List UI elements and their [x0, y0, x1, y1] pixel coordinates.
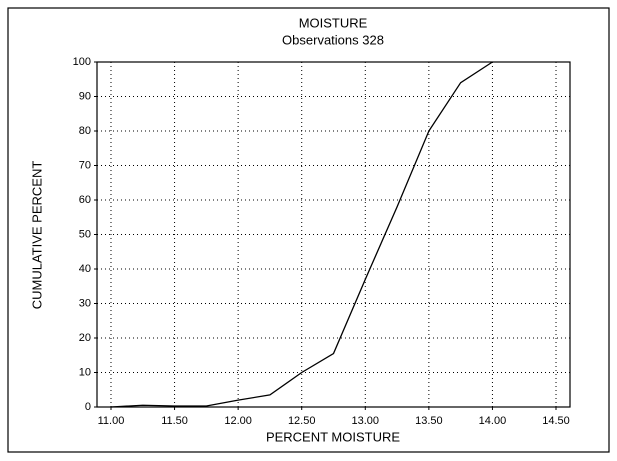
- x-tick-label: 12.00: [224, 415, 252, 427]
- y-tick-label: 10: [79, 366, 91, 378]
- x-tick-label: 13.50: [415, 415, 443, 427]
- x-axis-label: PERCENT MOISTURE: [266, 429, 400, 444]
- y-tick-label: 40: [79, 263, 91, 275]
- chart-subtitle: Observations 328: [282, 32, 384, 47]
- y-tick-label: 60: [79, 194, 91, 206]
- y-tick-label: 30: [79, 297, 91, 309]
- y-tick-label: 0: [85, 401, 91, 413]
- x-tick-label: 11.00: [98, 415, 125, 427]
- x-tick-label: 11.50: [161, 415, 188, 427]
- y-tick-label: 90: [79, 90, 91, 102]
- y-tick-label: 50: [79, 228, 91, 240]
- y-axis-label: CUMULATIVE PERCENT: [29, 161, 44, 310]
- plot-frame: [96, 61, 571, 408]
- x-tick-label: 12.50: [288, 415, 316, 427]
- x-tick-label: 14.50: [542, 415, 570, 427]
- y-tick-label: 100: [73, 56, 91, 68]
- y-tick-label: 20: [79, 332, 91, 344]
- data-line: [110, 61, 493, 408]
- chart-title: MOISTURE: [299, 15, 368, 30]
- y-tick-label: 80: [79, 125, 91, 137]
- x-tick-label: 13.00: [352, 415, 380, 427]
- x-tick-label: 14.00: [479, 415, 507, 427]
- y-tick-label: 70: [79, 159, 91, 171]
- outer-frame: [7, 7, 610, 453]
